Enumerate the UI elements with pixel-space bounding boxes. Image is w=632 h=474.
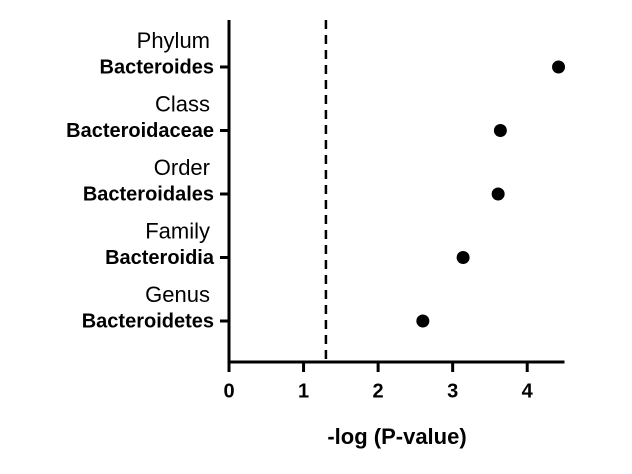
x-tick-label: 1 (298, 380, 309, 402)
dot (491, 187, 505, 201)
dot (416, 314, 430, 328)
x-tick-label: 3 (447, 380, 458, 402)
group-label: Phylum (137, 28, 210, 53)
group-label: Genus (145, 282, 210, 307)
dot (456, 251, 470, 264)
group-label: Order (154, 155, 210, 180)
x-tick-label: 4 (522, 380, 534, 402)
dot (493, 124, 507, 137)
group-label: Class (155, 91, 210, 116)
x-tick-label: 0 (223, 380, 234, 402)
dot (552, 60, 566, 74)
y-tick-label: Bacteroides (100, 56, 215, 78)
group-label: Family (145, 218, 210, 243)
x-axis-label: -log (P-value) (327, 424, 466, 449)
y-tick-label: Bacteroidetes (82, 310, 214, 332)
y-tick-label: Bacteroidales (83, 183, 214, 205)
x-tick-label: 2 (373, 380, 384, 402)
y-tick-label: Bacteroidaceae (66, 120, 214, 142)
y-tick-label: Bacteroidia (105, 247, 215, 269)
